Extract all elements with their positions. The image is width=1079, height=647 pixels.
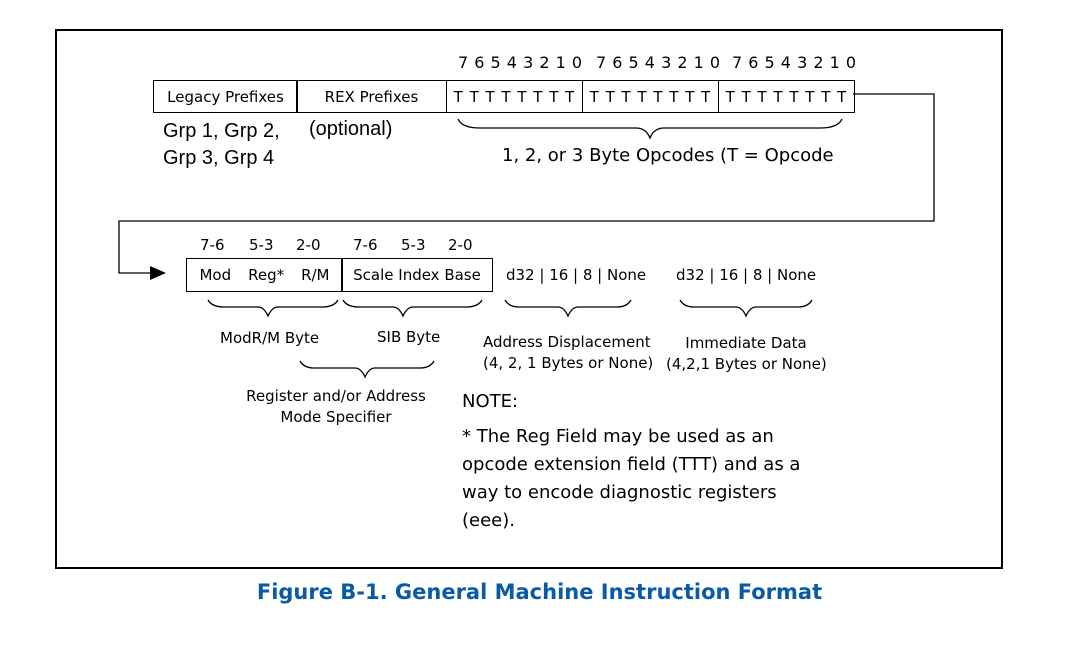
modrm-bit-76: 7-6 xyxy=(200,236,225,254)
rex-prefixes-box: REX Prefixes xyxy=(296,80,447,113)
bit-labels-byte-2: 7 6 5 4 3 2 1 0 xyxy=(596,53,721,72)
opcode-byte-1: T T T T T T T T xyxy=(453,87,576,106)
opcode-caption: 1, 2, or 3 Byte Opcodes (T = Opcode xyxy=(502,145,834,166)
opcode-byte-2: T T T T T T T T xyxy=(589,87,712,106)
specifier-label-1: Register and/or Address xyxy=(246,387,426,405)
sib-box: Scale Index Base xyxy=(341,258,493,292)
note-line-1: * The Reg Field may be used as an xyxy=(462,426,774,447)
bit-labels-byte-3: 7 6 5 4 3 2 1 0 xyxy=(732,53,857,72)
note-line-3: way to encode diagnostic registers xyxy=(462,482,777,503)
figure-caption: Figure B-1. General Machine Instruction … xyxy=(256,580,823,604)
sib-byte-label: SIB Byte xyxy=(377,328,441,346)
modrm-byte-label: ModR/M Byte xyxy=(220,329,320,347)
specifier-label-2: Mode Specifier xyxy=(280,408,392,426)
opcode-byte-1-box: T T T T T T T T xyxy=(446,80,583,113)
modrm-field-rm: R/M xyxy=(301,266,330,284)
groups-line-1: Grp 1, Grp 2, xyxy=(163,120,280,142)
legacy-prefixes-label: Legacy Prefixes xyxy=(167,87,284,106)
arrow-head xyxy=(150,266,166,280)
rex-prefixes-label: REX Prefixes xyxy=(324,87,419,106)
immediate-sizes: d32 | 16 | 8 | None xyxy=(676,266,817,284)
note-line-4: (eee). xyxy=(462,510,515,531)
diagram-frame xyxy=(55,29,1003,569)
displacement-brace xyxy=(504,299,632,318)
displacement-sizes: d32 | 16 | 8 | None xyxy=(506,266,647,284)
modrm-field-mod: Mod xyxy=(199,266,232,284)
opcode-byte-3: T T T T T T T T xyxy=(725,87,848,106)
immediate-label-2: (4,2,1 Bytes or None) xyxy=(666,355,827,373)
sib-fields: Scale Index Base xyxy=(353,266,481,284)
groups-line-2: Grp 3, Grp 4 xyxy=(163,147,275,169)
specifier-brace xyxy=(299,360,435,379)
modrm-brace xyxy=(207,299,339,318)
connector-line xyxy=(118,93,935,274)
immediate-label-1: Immediate Data xyxy=(685,334,807,352)
modrm-field-reg: Reg* xyxy=(248,266,285,284)
opcode-byte-3-box: T T T T T T T T xyxy=(718,80,855,113)
displacement-label-2: (4, 2, 1 Bytes or None) xyxy=(483,354,654,372)
displacement-label-1: Address Displacement xyxy=(483,333,651,351)
immediate-brace xyxy=(679,299,813,318)
sib-bit-20: 2-0 xyxy=(448,236,473,254)
opcode-brace xyxy=(457,118,843,140)
sib-brace xyxy=(342,299,483,318)
bit-labels-byte-1: 7 6 5 4 3 2 1 0 xyxy=(458,53,583,72)
modrm-box: Mod Reg* R/M xyxy=(186,258,343,292)
sib-bit-76: 7-6 xyxy=(353,236,378,254)
note-title: NOTE: xyxy=(462,391,519,412)
sib-bit-53: 5-3 xyxy=(401,236,426,254)
modrm-bit-53: 5-3 xyxy=(249,236,274,254)
note-line-2: opcode extension field (TTT) and as a xyxy=(462,454,801,475)
opcode-byte-2-box: T T T T T T T T xyxy=(582,80,719,113)
legacy-prefixes-box: Legacy Prefixes xyxy=(153,80,298,113)
modrm-bit-20: 2-0 xyxy=(296,236,321,254)
optional-label: (optional) xyxy=(309,118,393,140)
